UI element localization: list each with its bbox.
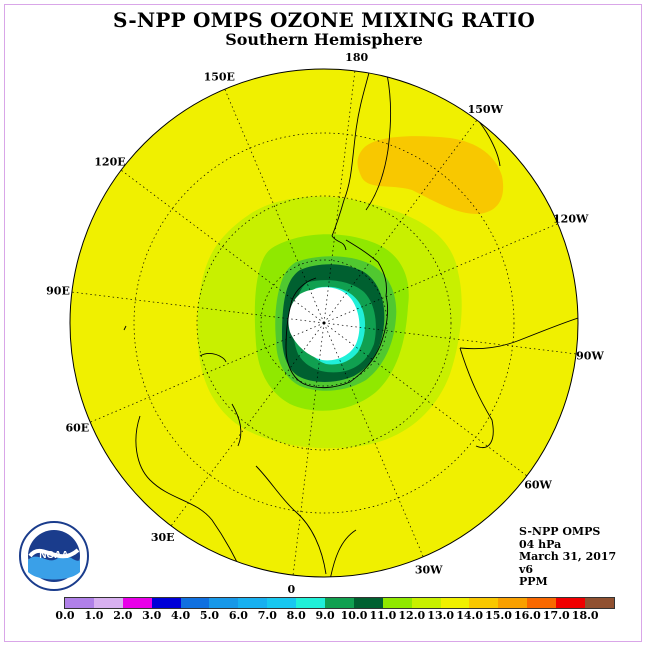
longitude-label: 30E [151,531,175,544]
colorbar-tick-label: 18.0 [571,609,599,622]
map-border [69,68,579,578]
longitude-label: 150E [204,70,235,83]
colorbar-ticks: 0.0 1.0 2.0 3.0 4.0 5.0 6.0 7.0 8.0 9.0 10.0 11.0 12… [0,609,648,623]
colorbar-swatch [122,598,152,608]
meridian-line [120,169,325,324]
colorbar-tick-label: 15.0 [485,609,512,622]
meridian-line [323,322,577,355]
colorbar-tick-label: 1.0 [84,609,104,622]
colorbar-swatch [382,598,412,608]
colorbar-swatch [527,598,557,608]
latitude-circles [133,132,515,514]
colorbar-tick-label: 13.0 [427,609,455,622]
version-label: v6 [519,562,534,576]
meridian-line [292,322,325,576]
meridian-line [323,70,356,324]
longitude-label: 120W [553,212,589,225]
colorbar-swatch [296,598,326,608]
meridian-line [323,223,558,324]
colorbar-swatch [556,598,586,608]
colorbar [64,597,615,609]
colorbar-swatch [93,598,123,608]
colorbar-swatch [585,598,614,608]
meridian-line [71,291,325,324]
colorbar-swatch [209,598,239,608]
longitude-label: 90W [576,350,604,363]
south-pole-marker [322,321,326,325]
ozone-region-14-15 [357,136,504,214]
longitude-label: 60E [65,422,89,435]
colorbar-swatch [267,598,297,608]
meridian-line [170,322,325,527]
colorbar-tick-label: 2.0 [113,609,133,622]
colorbar-tick-label: 7.0 [257,609,277,622]
colorbar-swatch [353,598,383,608]
colorbar-swatch [411,598,441,608]
info-block: S-NPP OMPS 04 hPa March 31, 2017 v6 PPM [519,525,617,589]
colorbar-tick-label: 9.0 [315,609,335,622]
colorbar-tick-label: 10.0 [340,609,368,622]
colorbar-tick-label: 4.0 [171,609,191,622]
map-subtitle: Southern Hemisphere [225,30,423,49]
meridian-line [323,119,478,324]
colorbar-tick-label: 6.0 [228,609,248,622]
instrument-label: S-NPP OMPS [519,525,601,538]
colorbar-swatch [65,598,94,608]
colorbar-tick-label: 17.0 [542,609,570,622]
longitude-label: 90E [46,284,70,297]
colorbar-tick-label: 11.0 [369,609,397,622]
units-label: PPM [519,575,548,588]
colorbar-tick-label: 14.0 [456,609,483,622]
colorbar-swatch [440,598,470,608]
longitude-labels: 90W 60W 30W 0 30E 60E 90E 120E 150E 180 150W 120W [46,51,604,596]
page-frame [4,4,642,642]
colorbar-tick-label: 5.0 [199,609,220,622]
meridian-line [90,322,325,423]
meridian-line [224,89,325,324]
colorbar-tick-label: 16.0 [513,609,541,622]
colorbar-swatch [180,598,210,608]
colorbar-swatch [325,598,354,608]
colorbar-tick-label: 8.0 [286,609,306,622]
noaa-logo-icon: NOAA [19,521,89,591]
meridian-line [323,322,528,477]
logo-text: NOAA [39,550,68,561]
longitude-label: 30W [415,564,443,577]
colorbar-swatch [151,598,181,608]
date-label: March 31, 2017 [519,550,617,563]
colorbar-swatch [469,598,499,608]
meridian-lines [71,70,577,576]
map-title: S-NPP OMPS OZONE MIXING RATIO [113,8,535,32]
colorbar-swatch [238,598,268,608]
longitude-label: 120E [94,156,125,169]
longitude-label: 60W [524,478,552,491]
colorbar-tick-label: 0.0 [55,609,75,622]
pressure-level: 04 hPa [519,537,562,551]
longitude-label: 150W [468,103,504,116]
colorbar-swatch [498,598,528,608]
meridian-line [323,322,424,557]
coastlines [123,69,578,577]
longitude-label: 0 [288,583,296,596]
colorbar-tick-label: 3.0 [142,609,162,622]
longitude-label: 180 [345,51,368,64]
colorbar-tick-label: 12.0 [398,609,426,622]
